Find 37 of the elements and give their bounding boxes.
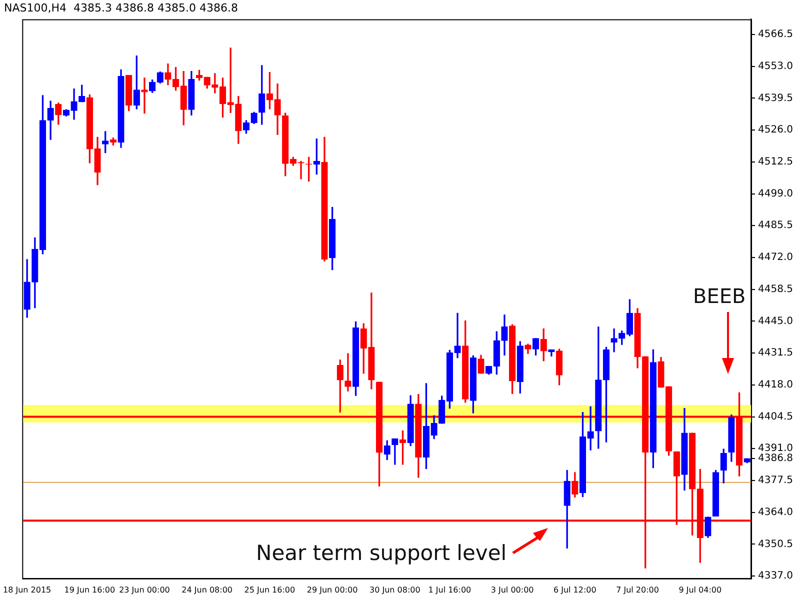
y-tick-label: 4485.5 [758, 220, 794, 232]
y-tick-label: 4386.8 [758, 453, 794, 464]
candlestick [610, 328, 618, 352]
y-tick-label: 4539.5 [758, 92, 794, 104]
annotation: BEEB [693, 284, 746, 308]
y-tick-label: 4499.0 [758, 188, 794, 200]
y-tick-label: 4526.0 [758, 124, 794, 136]
x-tick-label: 25 Jun 16:00 [244, 585, 296, 594]
y-tick-label: 4377.5 [758, 475, 794, 486]
y-tick-label: 4458.5 [758, 284, 794, 295]
x-tick-label: 29 Jun 00:00 [306, 585, 358, 594]
candlestick [344, 353, 352, 392]
x-tick-label: 1 Jul 16:00 [428, 585, 472, 594]
chart-title: NAS100,H4 4385.3 4386.8 4385.0 4386.8 [4, 1, 238, 14]
x-tick-label: 19 Jun 16:00 [64, 585, 116, 594]
candlestick [141, 78, 148, 114]
x-tick-label: 9 Jul 04:00 [678, 585, 722, 594]
y-tick-label: 4391.0 [758, 443, 794, 454]
y-tick-label: 4404.5 [758, 411, 794, 422]
y-tick-label: 4445.0 [758, 316, 794, 327]
y-tick-label: 4566.5 [758, 29, 794, 40]
x-tick-label: 3 Jul 00:00 [490, 585, 534, 594]
y-tick-label: 4350.5 [758, 538, 794, 550]
y-tick-label: 4364.0 [758, 506, 794, 518]
y-tick-label: 4553.0 [758, 60, 794, 72]
x-tick-label: 7 Jul 20:00 [616, 585, 659, 594]
x-tick-label: 18 Jun 2015 [3, 585, 52, 594]
x-tick-label: 24 Jun 08:00 [182, 585, 232, 594]
y-tick-label: 4431.5 [758, 348, 794, 359]
x-tick-label: 30 Jun 08:00 [370, 585, 420, 594]
y-tick-label: 4472.0 [758, 252, 794, 264]
x-tick-label: 6 Jul 12:00 [553, 585, 596, 594]
annotation: Near term support level [256, 541, 507, 565]
y-tick-label: 4512.5 [758, 156, 794, 168]
y-tick-label: 4337.0 [758, 570, 794, 582]
x-tick-label: 23 Jun 00:00 [119, 585, 170, 594]
y-tick-label: 4418.0 [758, 380, 794, 391]
